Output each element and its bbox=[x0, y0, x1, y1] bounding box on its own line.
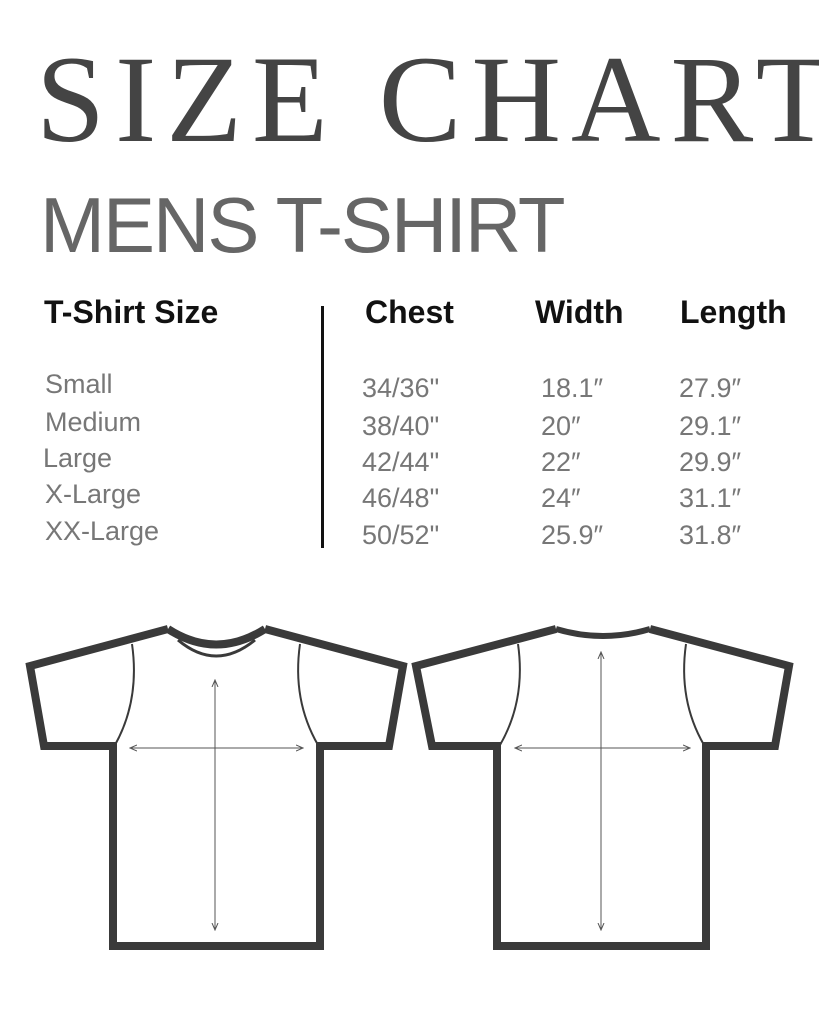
front-collar-rib bbox=[177, 638, 256, 658]
cell-width: 22″ bbox=[541, 447, 581, 477]
cell-chest: 42/44" bbox=[362, 447, 440, 477]
header-chest: Chest bbox=[365, 294, 454, 330]
cell-size: XX-Large bbox=[45, 516, 160, 546]
header-length: Length bbox=[680, 294, 787, 330]
page-title: SIZE CHART bbox=[36, 31, 819, 168]
cell-width: 18.1″ bbox=[541, 373, 604, 403]
back-collar bbox=[555, 626, 651, 639]
cell-size: Large bbox=[43, 443, 113, 473]
back-armhole-left bbox=[499, 643, 521, 746]
back-tshirt bbox=[411, 625, 794, 950]
cell-chest: 50/52" bbox=[362, 520, 440, 550]
cell-width: 25.9″ bbox=[541, 520, 604, 550]
header-width: Width bbox=[535, 294, 624, 330]
cell-chest: 34/36" bbox=[362, 373, 440, 403]
front-armhole-right bbox=[297, 643, 319, 746]
cell-length: 29.1″ bbox=[679, 411, 742, 441]
cell-size: X-Large bbox=[45, 479, 142, 509]
front-tshirt bbox=[25, 625, 408, 950]
cell-length: 31.1″ bbox=[679, 483, 742, 513]
cell-chest: 38/40" bbox=[362, 411, 440, 441]
cell-width: 20″ bbox=[541, 411, 581, 441]
front-armhole-left bbox=[114, 643, 135, 746]
cell-length: 31.8″ bbox=[679, 520, 742, 550]
front-collar bbox=[165, 625, 268, 649]
column-divider bbox=[321, 306, 324, 548]
cell-length: 27.9″ bbox=[679, 373, 742, 403]
header-size: T-Shirt Size bbox=[44, 294, 219, 330]
back-armhole-right bbox=[683, 643, 705, 746]
page-subtitle: MENS T-SHIRT bbox=[40, 181, 566, 269]
back-outline bbox=[411, 625, 794, 950]
front-outline bbox=[25, 625, 408, 950]
cell-chest: 46/48" bbox=[362, 483, 440, 513]
cell-length: 29.9″ bbox=[679, 447, 742, 477]
cell-size: Small bbox=[45, 369, 113, 399]
cell-size: Medium bbox=[45, 407, 142, 437]
cell-width: 24″ bbox=[541, 483, 581, 513]
